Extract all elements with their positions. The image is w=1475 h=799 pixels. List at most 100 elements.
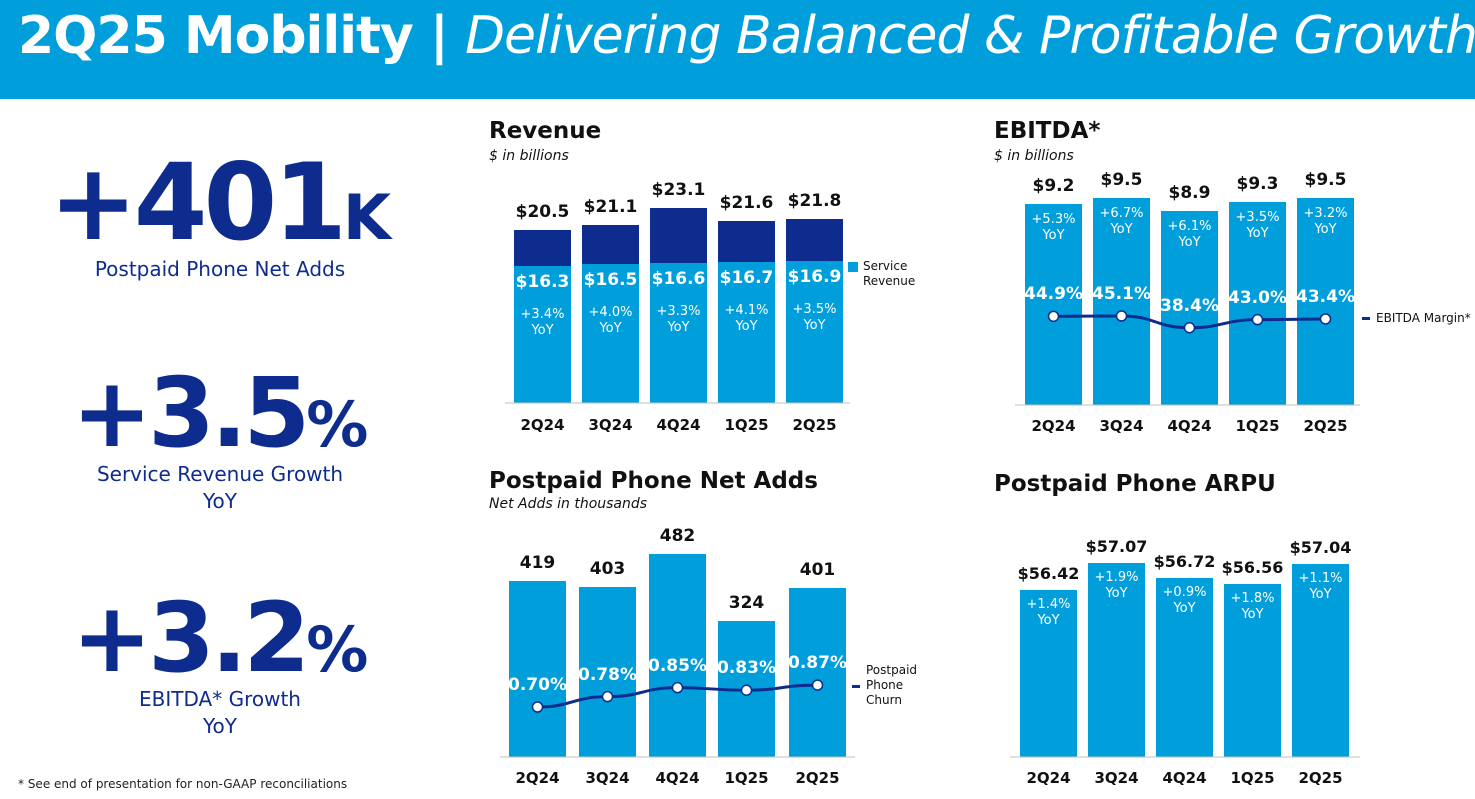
x-tick-label: 2Q24 xyxy=(1026,769,1071,787)
bar-ebitda xyxy=(1297,197,1354,405)
x-tick-label: 3Q24 xyxy=(588,416,633,434)
churn-label: 0.78% xyxy=(578,664,637,685)
margin-label: 44.9% xyxy=(1024,284,1083,305)
yoy-suffix: YoY xyxy=(667,320,690,336)
bar-ebitda xyxy=(1025,204,1082,405)
kpi-value: +401K xyxy=(40,150,400,256)
yoy-suffix: YoY xyxy=(1314,221,1337,237)
kpi-number: +401 xyxy=(48,141,347,264)
yoy-suffix: YoY xyxy=(735,319,758,335)
x-tick-label: 1Q25 xyxy=(1230,769,1275,787)
service-label: $16.6 xyxy=(651,269,706,290)
value-label: $9.5 xyxy=(1304,169,1347,190)
value-label: $56.72 xyxy=(1153,551,1216,571)
value-label: $56.56 xyxy=(1221,558,1284,578)
chart-subtitle: $ in billions xyxy=(489,148,569,164)
x-tick-label: 2Q24 xyxy=(515,769,560,787)
legend-ebitda-margin: EBITDA Margin* xyxy=(1362,311,1471,326)
legend-text: Service xyxy=(863,259,908,273)
value-label: 419 xyxy=(519,552,556,573)
legend-swatch xyxy=(848,262,858,272)
kpi-label-2: YoY xyxy=(202,489,237,513)
yoy-label: +1.9% xyxy=(1094,570,1139,586)
bar-other-revenue xyxy=(718,221,775,263)
legend-postpaid-phone-churn: Postpaid Phone Churn xyxy=(852,663,917,708)
yoy-label: +3.4% xyxy=(520,306,565,322)
total-label: $21.8 xyxy=(787,191,842,212)
total-label: $21.1 xyxy=(583,197,638,218)
legend-text: Postpaid xyxy=(866,663,918,677)
value-label: 401 xyxy=(799,560,836,581)
x-tick-label: 4Q24 xyxy=(1162,769,1207,787)
value-label: 403 xyxy=(589,559,626,580)
margin-label: 38.4% xyxy=(1160,295,1219,316)
churn-label: 0.83% xyxy=(717,658,776,679)
margin-label: 43.4% xyxy=(1296,286,1355,307)
x-tick-label: 4Q24 xyxy=(655,769,700,787)
chart-subtitle: Net Adds in thousands xyxy=(489,496,648,512)
yoy-label: +3.2% xyxy=(1303,205,1348,221)
legend-text: Churn xyxy=(866,693,902,707)
bar-other-revenue xyxy=(514,230,571,266)
kpi-net-adds: +401K Postpaid Phone Net Adds xyxy=(40,150,400,283)
legend-line xyxy=(1362,317,1370,320)
yoy-label: +1.4% xyxy=(1026,597,1071,613)
x-tick-label: 2Q24 xyxy=(520,416,565,434)
legend-label: Postpaid Phone Churn xyxy=(866,663,917,708)
value-label: $57.04 xyxy=(1289,538,1352,558)
yoy-suffix: YoY xyxy=(1042,228,1065,244)
chart-title: Revenue xyxy=(489,118,602,144)
legend-line xyxy=(852,685,860,688)
bar-net-adds xyxy=(789,588,846,757)
x-tick-label: 2Q24 xyxy=(1031,417,1076,435)
kpi-label: Service Revenue Growth xyxy=(96,462,344,486)
value-label: $9.2 xyxy=(1032,176,1075,197)
service-label: $16.5 xyxy=(583,270,638,291)
chart-title: Postpaid Phone ARPU xyxy=(994,471,1276,497)
legend-text: Revenue xyxy=(863,274,916,288)
yoy-suffix: YoY xyxy=(599,321,622,337)
legend-service-revenue: Service Revenue xyxy=(848,259,915,289)
bar-arpu xyxy=(1020,590,1077,757)
bar-service-revenue xyxy=(786,260,843,403)
service-label: $16.7 xyxy=(719,268,774,289)
x-tick-label: 2Q25 xyxy=(1298,769,1343,787)
yoy-label: +1.1% xyxy=(1298,571,1343,587)
x-tick-label: 2Q25 xyxy=(795,769,840,787)
bar-other-revenue xyxy=(650,208,707,264)
kpi-service-revenue-growth: +3.5% Service Revenue Growth YoY xyxy=(60,365,380,515)
service-label: $16.9 xyxy=(787,266,842,287)
yoy-label: +3.3% xyxy=(656,304,701,320)
bar-net-adds xyxy=(649,554,706,757)
kpi-ebitda-growth: +3.2% EBITDA* Growth YoY xyxy=(60,590,380,740)
kpi-value: +3.5% xyxy=(60,365,380,461)
yoy-label: +3.5% xyxy=(792,301,837,317)
yoy-suffix: YoY xyxy=(1246,226,1269,242)
x-tick-label: 3Q24 xyxy=(1094,769,1139,787)
yoy-label: +5.3% xyxy=(1031,212,1076,228)
value-label: $56.42 xyxy=(1017,564,1080,584)
yoy-label: +4.0% xyxy=(588,305,633,321)
yoy-suffix: YoY xyxy=(803,317,826,333)
bar-net-adds xyxy=(509,580,566,757)
bar-other-revenue xyxy=(786,219,843,261)
page-title: 2Q25 Mobility | Delivering Balanced & Pr… xyxy=(18,6,1475,66)
value-label: $9.3 xyxy=(1236,174,1279,195)
legend-text: Phone xyxy=(866,678,904,692)
yoy-label: +6.7% xyxy=(1099,205,1144,221)
bar-ebitda xyxy=(1093,197,1150,405)
bar-service-revenue xyxy=(718,262,775,403)
title-main: 2Q25 Mobility | xyxy=(18,6,465,66)
x-tick-label: 1Q25 xyxy=(724,416,769,434)
churn-label: 0.85% xyxy=(648,655,707,676)
x-tick-label: 1Q25 xyxy=(1235,417,1280,435)
yoy-suffix: YoY xyxy=(1309,587,1332,603)
bar-arpu xyxy=(1156,577,1213,757)
yoy-label: +3.5% xyxy=(1235,210,1280,226)
value-label: $9.5 xyxy=(1100,169,1143,190)
total-label: $23.1 xyxy=(651,180,706,201)
yoy-label: +0.9% xyxy=(1162,584,1207,600)
churn-label: 0.87% xyxy=(788,653,847,674)
footnote: * See end of presentation for non-GAAP r… xyxy=(18,777,348,791)
yoy-suffix: YoY xyxy=(1173,600,1196,616)
